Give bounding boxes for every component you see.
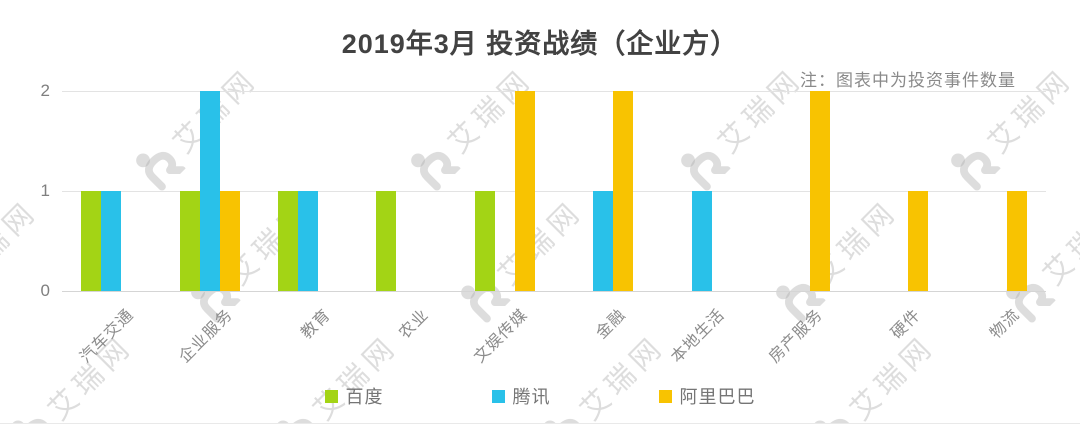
watermark-brand-text: 艾瑞网	[844, 329, 942, 424]
legend-item-tencent[interactable]: 腾讯	[491, 383, 551, 409]
bar-alibaba-cat5[interactable]	[613, 91, 633, 291]
gridline-1	[62, 191, 1046, 192]
iresearch-logo-icon	[411, 151, 462, 191]
legend-item-baidu[interactable]: 百度	[324, 383, 384, 409]
x-axis-label-cat4: 文娱传媒	[470, 306, 532, 367]
iresearch-logo-icon	[681, 151, 732, 191]
bar-alibaba-cat7[interactable]	[810, 91, 830, 291]
watermark-brand-text: 艾瑞网	[1037, 194, 1080, 292]
bar-alibaba-cat9[interactable]	[1007, 191, 1027, 291]
bar-alibaba-cat4[interactable]	[515, 91, 535, 291]
x-axis-label-cat5: 金融	[593, 306, 630, 343]
bar-alibaba-cat1[interactable]	[220, 191, 240, 291]
watermark-brand-text: 艾瑞网	[307, 329, 405, 424]
iresearch-watermark: 艾瑞网	[672, 40, 829, 197]
y-axis-tick-label-1: 1	[40, 181, 50, 200]
x-axis-label-cat6: 本地生活	[667, 306, 728, 367]
legend-label-baidu: 百度	[345, 387, 384, 407]
x-axis-label-cat1: 企业服务	[175, 306, 236, 367]
x-axis-label-cat3: 农业	[396, 306, 433, 343]
watermark-brand-text: 艾瑞网	[0, 194, 45, 292]
bar-alibaba-cat8[interactable]	[908, 191, 928, 291]
bar-baidu-cat3[interactable]	[376, 191, 396, 291]
y-axis-tick-label-2: 2	[40, 81, 50, 100]
bar-tencent-cat6[interactable]	[692, 191, 712, 291]
watermark-brand-text: 艾瑞网	[574, 329, 672, 424]
iresearch-watermark: 艾瑞网	[942, 40, 1080, 197]
bar-baidu-cat0[interactable]	[81, 191, 101, 291]
legend-label-tencent: 腾讯	[512, 387, 551, 407]
x-axis-label-cat9: 物流	[987, 306, 1024, 343]
legend-marker-alibaba	[658, 389, 672, 403]
gridline-0	[62, 291, 1046, 292]
x-axis-label-cat0: 汽车交通	[77, 306, 138, 367]
bar-baidu-cat1[interactable]	[180, 191, 200, 291]
x-axis-label-cat8: 硬件	[888, 306, 925, 343]
watermark-brand-text: 艾瑞网	[712, 62, 810, 160]
bar-baidu-cat2[interactable]	[278, 191, 298, 291]
watermark-brand-text: 艾瑞网	[492, 194, 590, 292]
chart-title: 2019年3月 投资战绩（企业方）	[341, 29, 739, 59]
iresearch-logo-icon	[136, 151, 187, 191]
x-axis-label-cat2: 教育	[298, 306, 335, 343]
chart-note: 注：图表中为投资事件数量	[800, 71, 1016, 90]
legend-marker-baidu	[324, 389, 338, 403]
y-axis-tick-label-0: 0	[40, 281, 50, 300]
legend: 百度 腾讯 阿里巴巴	[0, 383, 1080, 409]
bar-tencent-cat2[interactable]	[298, 191, 318, 291]
gridline-2	[62, 91, 1046, 92]
iresearch-watermark: 艾瑞网	[767, 172, 924, 329]
bar-tencent-cat5[interactable]	[593, 191, 613, 291]
bar-tencent-cat1[interactable]	[200, 91, 220, 291]
legend-item-alibaba[interactable]: 阿里巴巴	[658, 383, 756, 409]
x-axis-label-cat7: 房产服务	[766, 306, 827, 367]
bar-baidu-cat4[interactable]	[475, 191, 495, 291]
bar-tencent-cat0[interactable]	[101, 191, 121, 291]
legend-label-alibaba: 阿里巴巴	[679, 387, 756, 407]
iresearch-logo-icon	[951, 151, 1002, 191]
legend-marker-tencent	[491, 389, 505, 403]
